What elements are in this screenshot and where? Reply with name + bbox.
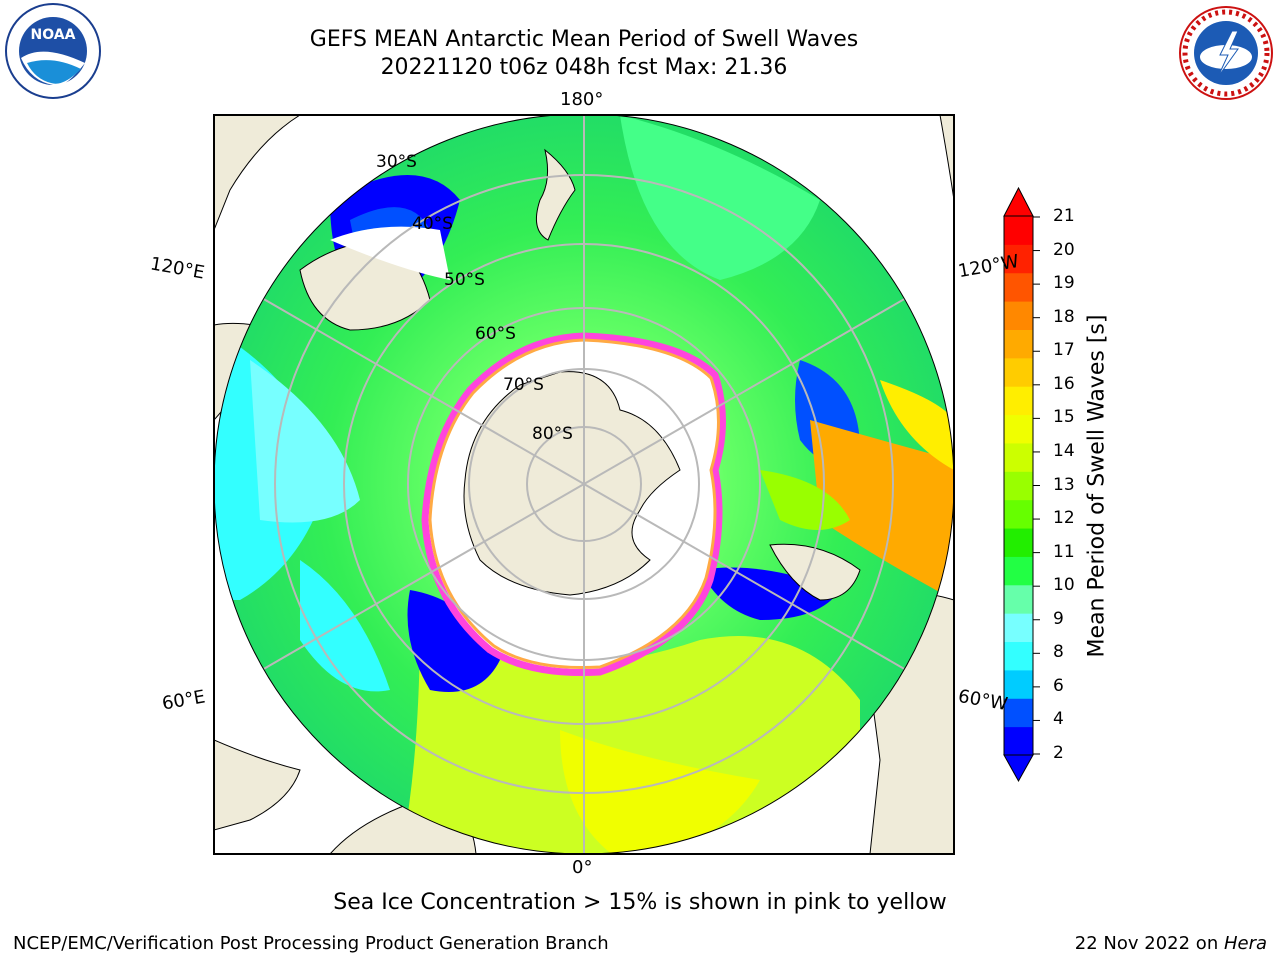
sea-ice-caption: Sea Ice Concentration > 15% is shown in …: [333, 890, 947, 915]
lon-label-bottom: 0°: [572, 857, 593, 878]
chart-title-line2: 20221120 t06z 048h fcst Max: 21.36: [380, 55, 788, 80]
colorbar-tick-label: 15: [1053, 407, 1075, 428]
colorbar-swatch: [1004, 357, 1033, 387]
colorbar-tick-label: 9: [1053, 608, 1064, 629]
footer-machine: Hera: [1223, 933, 1267, 954]
colorbar-swatch: [1004, 641, 1033, 671]
colorbar-tick-label: 18: [1053, 306, 1075, 327]
colorbar-swatch: [1004, 329, 1033, 359]
colorbar-swatch: [1004, 301, 1033, 330]
colorbar-min-arrow: [1003, 754, 1034, 783]
colorbar-swatch: [1004, 528, 1033, 557]
footer-right: 22 Nov 2022 on Hera: [1075, 933, 1267, 954]
map-frame: [213, 114, 955, 855]
colorbar-label: Mean Period of Swell Waves [s]: [1084, 314, 1110, 658]
colorbar-tick-label: 19: [1053, 273, 1075, 294]
graticule: [214, 115, 954, 854]
colorbar-swatch: [1004, 669, 1033, 699]
colorbar-swatch: [1004, 613, 1033, 643]
colorbar: [1003, 186, 1040, 783]
colorbar-tick-label: 8: [1053, 642, 1064, 663]
colorbar-tick-label: 4: [1053, 709, 1064, 730]
colorbar-swatch: [1004, 698, 1033, 728]
new-zealand: [535, 148, 576, 241]
lat-label-30s: 30°S: [376, 152, 417, 172]
colorbar-tick-label: 13: [1053, 474, 1075, 495]
colorbar-swatch: [1004, 272, 1033, 302]
colorbar-tick-label: 14: [1053, 440, 1075, 461]
colorbar-swatch: [1004, 726, 1033, 756]
colorbar-tick-label: 10: [1053, 575, 1075, 596]
footer-date: 22 Nov 2022 on: [1074, 933, 1224, 954]
svg-text:NOAA: NOAA: [31, 27, 76, 43]
chart-title-line1: GEFS MEAN Antarctic Mean Period of Swell…: [309, 27, 859, 52]
colorbar-swatch: [1004, 442, 1033, 472]
colorbar-swatch: [1004, 414, 1033, 444]
south-america: [769, 543, 861, 601]
lat-label-80s: 80°S: [532, 424, 573, 444]
colorbar-tick-label: 11: [1053, 541, 1075, 562]
colorbar-swatch: [1004, 556, 1033, 586]
footer-left: NCEP/EMC/Verification Post Processing Pr…: [13, 933, 609, 954]
antarctica: [463, 371, 681, 596]
colorbar-swatch: [1004, 499, 1033, 529]
colorbar-tick-label: 2: [1053, 743, 1064, 763]
colorbar-swatch: [1004, 216, 1033, 245]
colorbar-tick-label: 17: [1053, 340, 1075, 361]
colorbar-swatch: [1004, 584, 1033, 614]
lat-label-60s: 60°S: [475, 324, 516, 344]
colorbar-tick-label: 20: [1053, 239, 1075, 260]
noaa-logo: NOAA: [5, 3, 101, 99]
lat-label-70s: 70°S: [503, 375, 544, 395]
colorbar-swatch: [1004, 244, 1033, 274]
lon-label-top: 180°: [560, 89, 604, 110]
colorbar-tick-label: 21: [1053, 206, 1075, 226]
lat-label-40s: 40°S: [412, 214, 453, 234]
colorbar-tick-label: 12: [1053, 508, 1075, 529]
colorbar-swatch: [1004, 471, 1033, 501]
colorbar-tick-label: 6: [1053, 675, 1064, 696]
colorbar-tick-label: 16: [1053, 373, 1075, 394]
colorbar-max-arrow: [1003, 186, 1034, 217]
lat-label-50s: 50°S: [444, 270, 485, 290]
nws-logo: [1179, 6, 1273, 100]
colorbar-swatch: [1004, 386, 1033, 416]
